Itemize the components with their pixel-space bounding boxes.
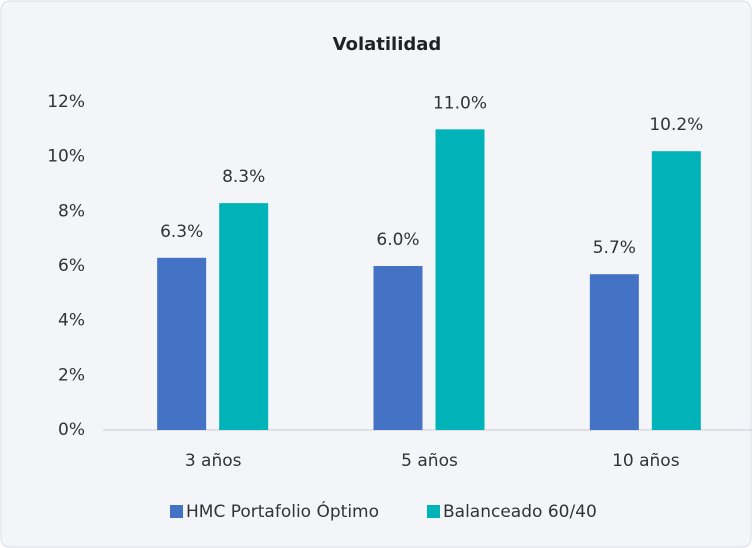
data-label: 6.3%: [160, 222, 203, 242]
data-label: 6.0%: [376, 230, 419, 250]
bar: [157, 257, 207, 430]
y-tick-label: 4%: [58, 311, 85, 331]
bar: [435, 129, 485, 431]
bar: [219, 203, 269, 430]
bar: [651, 151, 701, 430]
data-label: 8.3%: [222, 167, 265, 187]
y-tick-label: 0%: [58, 420, 85, 440]
y-tick-label: 8%: [58, 201, 85, 221]
bar: [373, 266, 423, 430]
legend-swatch: [427, 505, 440, 518]
y-tick-label: 2%: [58, 365, 85, 385]
legend-label: HMC Portafolio Óptimo: [186, 500, 379, 522]
bar: [589, 274, 639, 430]
data-label: 11.0%: [433, 93, 487, 113]
x-tick-label: 10 años: [612, 451, 680, 471]
data-label: 5.7%: [593, 238, 636, 258]
y-tick-label: 6%: [58, 256, 85, 276]
chart-title: Volatilidad: [333, 34, 442, 55]
legend-label: Balanceado 60/40: [443, 502, 597, 522]
x-tick-label: 5 años: [401, 451, 458, 471]
legend-swatch: [170, 505, 183, 518]
y-tick-label: 12%: [47, 92, 85, 112]
data-label: 10.2%: [649, 115, 703, 135]
x-tick-label: 3 años: [185, 451, 242, 471]
y-tick-label: 10%: [47, 147, 85, 167]
